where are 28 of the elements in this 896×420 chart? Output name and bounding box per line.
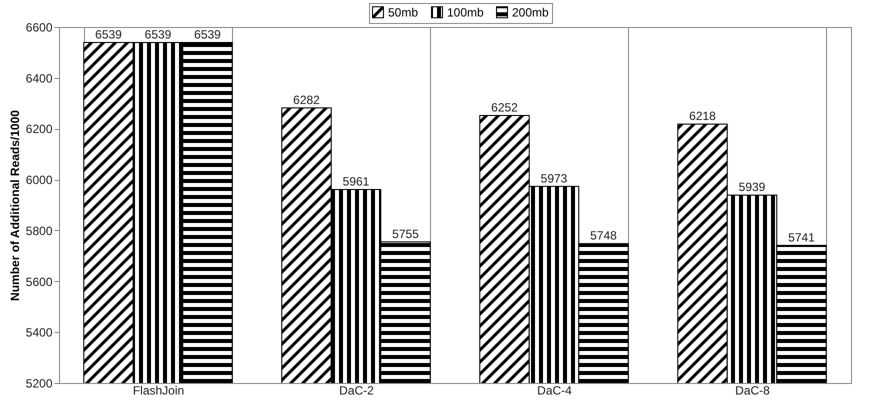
x-tick-label: DaC-4: [537, 384, 572, 398]
data-label: 5755: [392, 226, 420, 241]
legend-label: 100mb: [447, 5, 484, 20]
y-tick-label: 5800: [26, 224, 53, 238]
x-tick-label: FlashJoin: [132, 384, 184, 398]
y-tick-label: 6400: [26, 71, 53, 86]
y-tick-label: 5600: [26, 274, 53, 289]
data-label: 6539: [194, 28, 222, 42]
x-tick-label: DaC-2: [339, 384, 374, 398]
data-label: 5939: [738, 180, 766, 194]
data-label: 5973: [540, 171, 568, 186]
data-label: 5741: [788, 230, 816, 244]
legend-label: 200mb: [512, 5, 550, 20]
y-tick-label: 6200: [26, 122, 53, 136]
legend-label: 50mb: [388, 5, 418, 20]
data-label: 5748: [590, 228, 618, 243]
data-label: 6539: [95, 28, 122, 42]
y-tick-label: 5200: [26, 376, 53, 390]
data-label: 6252: [491, 100, 518, 114]
y-tick-label: 5400: [26, 326, 53, 340]
y-tick-label: 6600: [26, 20, 53, 34]
data-label: 6539: [144, 28, 172, 42]
y-axis-title: Number of Additional Reads/1000: [8, 110, 22, 301]
data-label: 5961: [342, 174, 370, 188]
x-tick-label: DaC-8: [735, 384, 770, 398]
data-label: 6218: [689, 109, 716, 124]
data-label: 6282: [293, 92, 320, 107]
y-tick-label: 6000: [26, 173, 53, 188]
